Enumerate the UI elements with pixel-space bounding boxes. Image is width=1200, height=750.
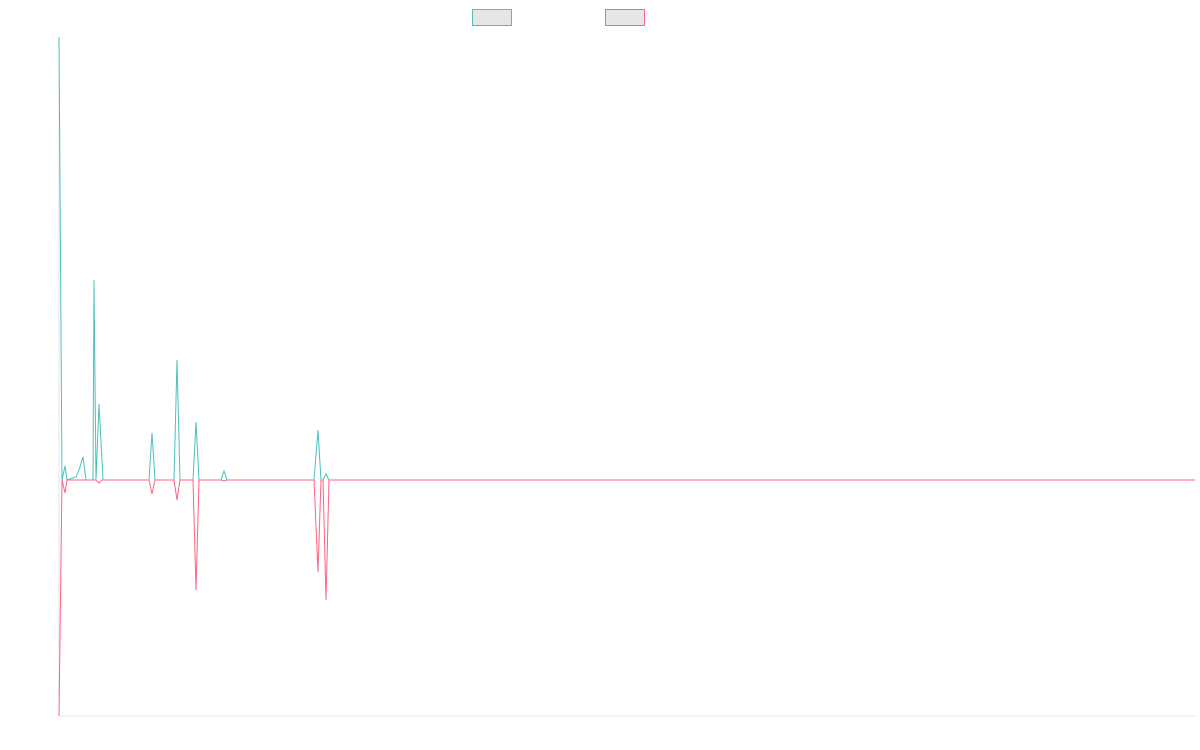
legend-swatch-1 [472,9,512,26]
series-line-1 [58,36,1195,481]
legend-swatch-2 [605,9,645,26]
series-line-2 [58,479,1195,717]
